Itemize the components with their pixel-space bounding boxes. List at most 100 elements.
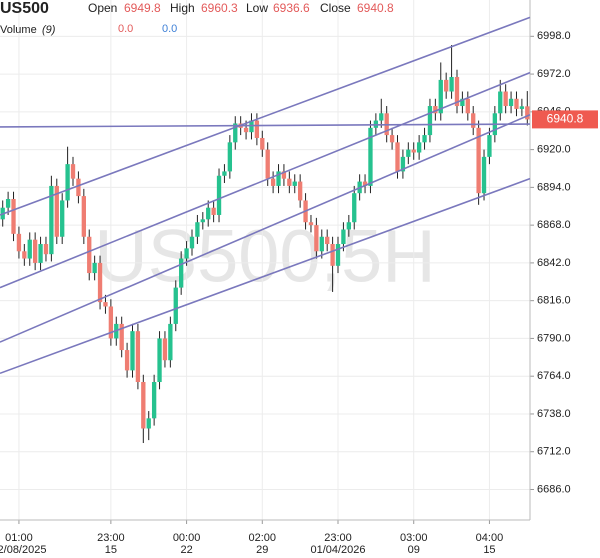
y-tick-label: 6868.0 [537, 219, 571, 231]
header-value: 6940.8 [357, 1, 394, 15]
candle-body [400, 156, 406, 172]
candle-body [195, 222, 200, 237]
candle-body [103, 302, 108, 307]
candle-body [465, 98, 470, 114]
candle-body [319, 236, 324, 252]
candle-body [54, 185, 59, 237]
volume-label: Volume [0, 24, 37, 36]
candle-body [216, 175, 222, 215]
candle-body [460, 98, 465, 107]
y-tick-label: 6972.0 [537, 68, 571, 80]
candle-body [449, 76, 454, 92]
candle-body [124, 350, 130, 371]
candle-body [454, 76, 460, 107]
x-tick-date: 09 [408, 544, 420, 556]
trend-line [0, 177, 531, 375]
candle-body [70, 164, 76, 179]
candle-body [5, 198, 11, 208]
candle-body [157, 338, 162, 383]
candle-body [233, 123, 238, 143]
x-tick-date: 29 [256, 544, 268, 556]
x-tick-label: 23:00 [97, 532, 125, 544]
candle-body [422, 135, 427, 143]
x-tick-label: 00:00 [173, 532, 201, 544]
candle-body [243, 127, 249, 133]
candle-body [411, 149, 416, 153]
candle-body [292, 181, 297, 186]
symbol: US500 [0, 0, 49, 17]
x-tick-date: 01/04/2026 [310, 544, 365, 556]
candle-body [206, 207, 211, 220]
candle-body [151, 382, 157, 419]
candle-body [427, 106, 433, 136]
x-tick-date: 15 [105, 544, 117, 556]
candle-body [87, 236, 92, 274]
y-tick-label: 6738.0 [537, 408, 571, 420]
candle-body [211, 207, 216, 215]
candle-body [281, 171, 287, 179]
y-tick-label: 6816.0 [537, 295, 571, 307]
candle-body [368, 127, 373, 186]
volume-value: 0.0 [118, 23, 133, 35]
x-tick-date: 22 [180, 544, 192, 556]
x-tick-date: 15 [483, 544, 495, 556]
candle-body [389, 135, 395, 143]
y-tick-label: 6764.0 [537, 370, 571, 382]
candle-body [32, 239, 38, 263]
candle-body [108, 306, 114, 339]
candle-body [514, 98, 519, 109]
header-value: 6936.6 [273, 1, 310, 15]
y-tick-label: 6842.0 [537, 257, 571, 269]
price-tag-label: 6940.8 [547, 112, 584, 126]
candle-body [141, 382, 146, 429]
candle-body [346, 222, 351, 230]
candle-body [438, 79, 443, 114]
candle-body [168, 323, 173, 361]
candle-body [265, 149, 270, 179]
header-label: Low [246, 1, 268, 15]
candle-body [60, 200, 65, 237]
candle-body [519, 106, 525, 109]
candle-body [16, 233, 22, 252]
candle-body [254, 120, 260, 138]
y-tick-label: 6686.0 [537, 483, 571, 495]
candle-body [476, 127, 481, 194]
y-tick-label: 6790.0 [537, 332, 571, 344]
candle-body [314, 225, 319, 252]
header-label: Close [320, 1, 351, 15]
volume-value: 0.0 [162, 23, 177, 35]
candle-body [352, 193, 357, 223]
x-tick-date: 12/08/2025 [0, 544, 46, 556]
candle-body [335, 244, 341, 266]
candle-body [503, 91, 508, 107]
candle-body [11, 198, 16, 234]
candle-body [260, 137, 265, 150]
candle-body [416, 142, 422, 153]
candle-body [97, 262, 103, 303]
y-tick-label: 6712.0 [537, 446, 571, 458]
candle-body [276, 171, 281, 186]
candle-body [481, 156, 487, 194]
candle-body [49, 185, 54, 255]
candle-body [81, 196, 86, 237]
candle-body [325, 236, 330, 245]
candle-body [162, 338, 168, 361]
candle-body [498, 91, 503, 114]
candle-body [508, 98, 514, 107]
candle-body [471, 113, 476, 128]
candle-body [65, 164, 70, 201]
candle-body [379, 113, 384, 121]
candle-body [22, 251, 27, 259]
header-value: 6949.8 [124, 1, 161, 15]
candle-body [287, 178, 292, 186]
candle-body [189, 236, 195, 249]
header-label: High [170, 1, 195, 15]
candle-body [227, 142, 233, 172]
candle-body [270, 178, 276, 186]
x-tick-label: 23:00 [324, 532, 352, 544]
candle-body [184, 248, 189, 259]
x-tick-label: 04:00 [476, 532, 504, 544]
candle-body [173, 287, 178, 324]
candle-body [433, 106, 438, 114]
candle-body [76, 178, 81, 197]
